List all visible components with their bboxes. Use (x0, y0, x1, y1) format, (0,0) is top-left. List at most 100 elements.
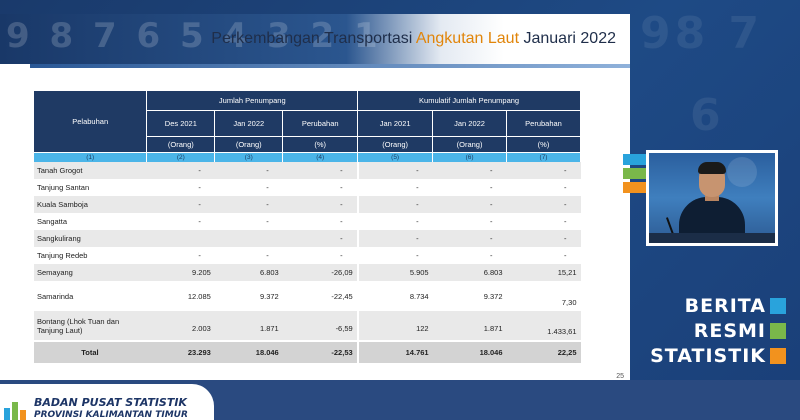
cell: 1.433,61 (506, 311, 581, 341)
orange-square (770, 348, 786, 364)
cell: 18.046 (214, 340, 283, 363)
cell: - (282, 179, 359, 196)
port-name: Tanjung Redeb (34, 247, 147, 264)
cell: - (357, 230, 433, 247)
wall-logo (727, 157, 757, 187)
decorative-tiles (623, 154, 647, 196)
blue-tile (623, 154, 647, 165)
col-unit: (%) (506, 136, 581, 153)
cell: - (282, 230, 359, 247)
table-row: Tanjung Santan - - - - - - (34, 179, 581, 196)
cell: - (146, 213, 215, 230)
table-row: Sangkulirang - - - - (34, 230, 581, 247)
col-index: (2) (146, 152, 216, 162)
col-unit: (Orang) (357, 136, 434, 153)
cell: - (432, 196, 507, 213)
col-header-port: Pelabuhan (34, 91, 148, 153)
cell: 2.003 (146, 311, 215, 341)
col-index: (3) (214, 152, 284, 162)
cell: 122 (357, 311, 433, 341)
cell: - (506, 196, 581, 213)
brs-line: STATISTIK (650, 344, 786, 369)
decorative-numbers: 98 7 (640, 8, 764, 59)
port-name: Kuala Samboja (34, 196, 147, 213)
cell: - (146, 162, 215, 179)
port-name: Samarinda (34, 281, 147, 311)
group-header-passengers: Jumlah Penumpang (146, 91, 359, 111)
blue-square (770, 298, 786, 314)
col-header: Des 2021 (146, 110, 216, 137)
cell: 22,25 (506, 340, 581, 363)
cell: 7,30 (506, 281, 581, 311)
group-header-cumulative: Kumulatif Jumlah Penumpang (357, 91, 581, 111)
cell: - (146, 196, 215, 213)
presenter-hair (698, 162, 726, 174)
slide-title-pre: Perkembangan Transportasi (211, 30, 416, 47)
cell: - (282, 196, 359, 213)
cell: - (282, 213, 359, 230)
brs-word: RESMI (693, 320, 766, 342)
cell: -22,45 (282, 281, 359, 311)
title-rule (30, 64, 630, 68)
port-name: Semayang (34, 264, 147, 281)
cell: - (357, 213, 433, 230)
org-name: BADAN PUSAT STATISTIK (34, 396, 187, 409)
cell: - (432, 213, 507, 230)
page-number: 25 (616, 373, 624, 380)
cell: 9.372 (214, 281, 283, 311)
table-row: Semayang 9.205 6.803 -26,09 5.905 6.803 … (34, 264, 581, 281)
port-name: Sangatta (34, 213, 147, 230)
cell: - (357, 179, 433, 196)
total-label: Total (34, 340, 147, 363)
cell: 8.734 (357, 281, 433, 311)
presentation-slide: 9 8 7 6 5 4 3 2 1 Perkembangan Transport… (0, 14, 630, 380)
cell: 18.046 (432, 340, 507, 363)
cell: - (357, 162, 433, 179)
cell: - (146, 247, 215, 264)
cell: 1.871 (214, 311, 283, 341)
cell: - (214, 213, 283, 230)
port-name: Bontang (Lhok Tuan dan Tanjung Laut) (34, 311, 147, 341)
col-index: (7) (506, 152, 581, 162)
cell: -6,59 (282, 311, 359, 341)
cell: - (506, 230, 581, 247)
cell: 23.293 (146, 340, 215, 363)
cell: -22,53 (282, 340, 359, 363)
cell: 1.871 (432, 311, 507, 341)
bps-logo-icon (4, 402, 26, 420)
cell: - (506, 162, 581, 179)
col-header: Perubahan (282, 110, 359, 137)
table-row: Bontang (Lhok Tuan dan Tanjung Laut) 2.0… (34, 311, 581, 341)
table-row: Tanjung Redeb - - - - - - (34, 247, 581, 264)
col-unit: (%) (282, 136, 359, 153)
table-row: Tanah Grogot - - - - - - (34, 162, 581, 179)
cell: 9.372 (432, 281, 507, 311)
cell: - (432, 230, 507, 247)
brs-branding: BERITA RESMI STATISTIK (650, 294, 786, 369)
cell: - (214, 196, 283, 213)
slide-title-post: Januari 2022 (519, 30, 616, 47)
cell (214, 230, 283, 247)
col-header: Jan 2022 (432, 110, 508, 137)
table-total-row: Total 23.293 18.046 -22,53 14.761 18.046… (34, 340, 581, 363)
cell (146, 230, 215, 247)
cell: - (146, 179, 215, 196)
passenger-table: Pelabuhan Jumlah Penumpang Kumulatif Jum… (34, 91, 581, 363)
cell: - (432, 162, 507, 179)
green-square (770, 323, 786, 339)
col-index: (4) (282, 152, 359, 162)
cell: 9.205 (146, 264, 215, 281)
col-index: (6) (432, 152, 508, 162)
green-tile (623, 168, 647, 179)
cell: 14.761 (357, 340, 433, 363)
cell: - (214, 162, 283, 179)
cell: - (506, 179, 581, 196)
cell: - (357, 196, 433, 213)
decorative-numbers: 6 (690, 90, 725, 141)
bps-panel (0, 384, 214, 420)
presenter-video-frame (646, 150, 778, 246)
cell: - (506, 213, 581, 230)
presenter-video (649, 153, 775, 243)
orange-tile (623, 182, 647, 193)
cell: - (282, 247, 359, 264)
